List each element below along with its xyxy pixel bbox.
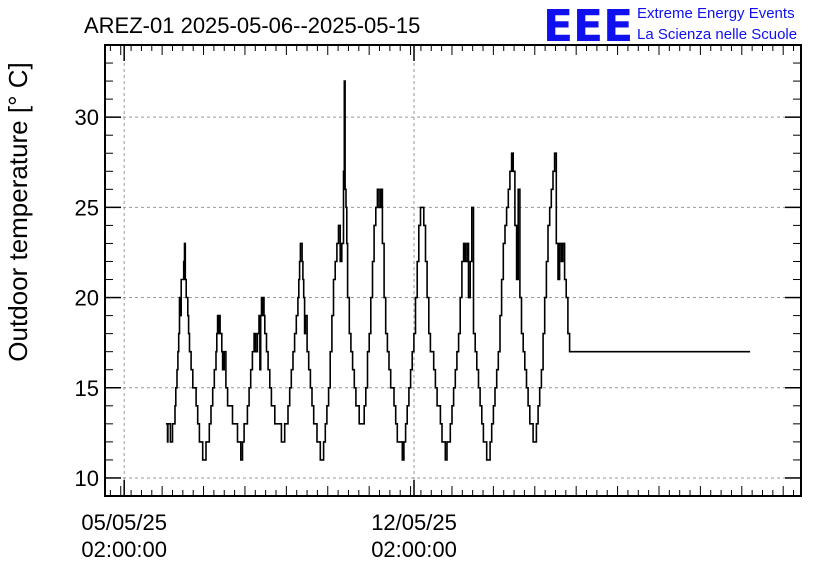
y-axis-label: Outdoor temperature [° C] — [3, 62, 33, 361]
y-tick-label: 25 — [75, 195, 99, 220]
x-tick-label: 12/05/25 — [371, 510, 457, 535]
y-tick-labels: 10 15 20 25 30 — [75, 105, 99, 491]
logo-mark: EEE — [543, 1, 633, 52]
grid-lines — [105, 45, 801, 496]
x-tick-label: 02:00:00 — [371, 537, 457, 562]
chart-title: AREZ-01 2025-05-06--2025-05-15 — [84, 13, 420, 38]
logo-line-1: Extreme Energy Events — [637, 5, 795, 22]
x-tick-label: 05/05/25 — [81, 510, 167, 535]
y-tick-label: 30 — [75, 105, 99, 130]
plot-frame — [104, 44, 802, 497]
y-tick-label: 15 — [75, 376, 99, 401]
y-tick-label: 10 — [75, 466, 99, 491]
logo-line-2: La Scienza nelle Scuole — [637, 26, 797, 43]
eee-logo: EEE Extreme Energy Events La Scienza nel… — [543, 1, 797, 52]
temperature-series-line — [165, 80, 751, 461]
series-group — [165, 80, 751, 461]
x-tick-label: 02:00:00 — [81, 537, 167, 562]
y-tick-label: 20 — [75, 286, 99, 311]
